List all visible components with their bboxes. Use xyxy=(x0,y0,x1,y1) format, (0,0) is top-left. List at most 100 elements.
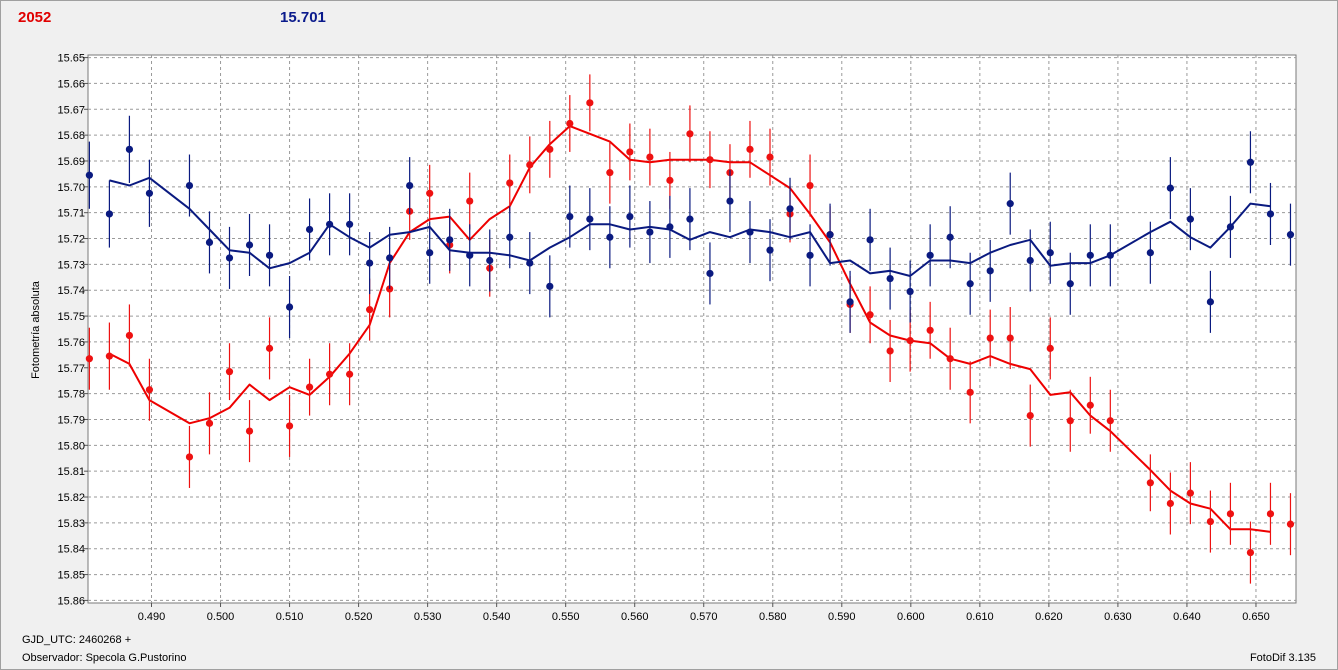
red-data-point xyxy=(426,189,434,197)
blue-data-point xyxy=(786,205,794,213)
red-data-point xyxy=(706,156,714,164)
blue-data-point xyxy=(766,246,774,254)
magnitude-label: 15.701 xyxy=(280,9,326,26)
red-data-point xyxy=(926,326,934,334)
blue-data-point xyxy=(646,228,654,236)
red-data-point xyxy=(746,145,754,153)
blue-data-point xyxy=(225,254,234,262)
red-data-point xyxy=(1286,520,1295,528)
y-tick-label: 15.78 xyxy=(57,389,85,401)
red-data-point xyxy=(966,388,974,396)
y-tick-label: 15.71 xyxy=(57,208,85,220)
blue-data-point xyxy=(1086,251,1094,259)
blue-data-point xyxy=(966,280,974,288)
red-data-point xyxy=(265,344,274,352)
blue-data-point xyxy=(366,259,374,267)
red-data-point xyxy=(906,337,914,345)
x-tick-label: 0.560 xyxy=(621,611,649,623)
x-tick-label: 0.640 xyxy=(1173,611,1201,623)
blue-data-point xyxy=(746,228,754,236)
blue-data-point xyxy=(1246,158,1255,166)
y-tick-label: 15.68 xyxy=(57,130,85,142)
y-tick-label: 15.74 xyxy=(57,285,85,297)
blue-data-point xyxy=(1206,298,1215,306)
blue-data-point xyxy=(105,210,113,218)
blue-data-point xyxy=(446,236,454,244)
blue-data-point xyxy=(265,251,274,259)
blue-data-point xyxy=(326,220,334,228)
x-tick-label: 0.650 xyxy=(1242,611,1270,623)
red-data-point xyxy=(125,331,134,340)
y-tick-label: 15.72 xyxy=(57,234,85,246)
blue-data-point xyxy=(686,215,694,223)
red-data-point xyxy=(1026,411,1034,420)
blue-data-point xyxy=(185,181,194,190)
y-tick-label: 15.77 xyxy=(57,363,85,375)
red-data-point xyxy=(85,355,93,363)
red-data-point xyxy=(466,197,474,205)
blue-data-point xyxy=(506,233,514,241)
x-tick-label: 0.610 xyxy=(966,611,994,623)
red-data-point xyxy=(686,130,694,138)
x-tick-label: 0.570 xyxy=(690,611,718,623)
y-axis-label: Fotometría absoluta xyxy=(30,281,42,379)
blue-data-point xyxy=(826,231,834,239)
observer-label: Observador: Specola G.Pustorino xyxy=(22,652,187,664)
red-data-point xyxy=(866,311,874,319)
red-data-point xyxy=(766,153,774,161)
blue-data-point xyxy=(1106,251,1114,259)
red-data-point xyxy=(606,169,614,177)
red-data-point xyxy=(185,453,194,461)
blue-data-point xyxy=(1286,231,1295,239)
x-tick-label: 0.520 xyxy=(345,611,373,623)
y-tick-label: 15.75 xyxy=(57,311,85,323)
blue-data-point xyxy=(406,181,414,190)
red-data-point xyxy=(1006,334,1014,342)
blue-data-point xyxy=(546,282,554,290)
red-data-point xyxy=(1086,401,1094,409)
blue-data-point xyxy=(866,236,874,244)
blue-data-point xyxy=(305,225,314,234)
red-data-point xyxy=(225,368,234,376)
x-tick-label: 0.530 xyxy=(414,611,442,623)
red-data-point xyxy=(1146,479,1154,487)
blue-data-point xyxy=(245,241,254,249)
red-data-point xyxy=(986,334,994,342)
red-data-point xyxy=(145,386,154,394)
blue-data-point xyxy=(926,251,934,259)
y-tick-label: 15.84 xyxy=(57,544,85,556)
blue-data-point xyxy=(666,223,674,231)
blue-data-point xyxy=(1186,215,1194,223)
blue-data-point xyxy=(606,233,614,241)
blue-data-point xyxy=(1166,184,1174,192)
y-tick-label: 15.66 xyxy=(57,78,85,90)
blue-data-point xyxy=(426,249,434,257)
red-data-point xyxy=(326,370,334,378)
red-data-point xyxy=(305,383,314,391)
red-data-point xyxy=(1186,489,1194,497)
blue-data-point xyxy=(85,171,93,179)
red-data-point xyxy=(1066,417,1074,425)
y-tick-label: 15.67 xyxy=(57,104,85,116)
blue-data-point xyxy=(986,267,994,275)
blue-data-point xyxy=(1046,249,1054,257)
blue-data-point xyxy=(1026,256,1034,265)
blue-data-point xyxy=(1006,200,1014,208)
blue-data-point xyxy=(386,254,394,262)
blue-data-point xyxy=(626,212,634,221)
blue-data-point xyxy=(125,145,134,153)
red-data-point xyxy=(285,422,294,430)
blue-data-point xyxy=(486,256,494,265)
red-data-point xyxy=(806,181,814,190)
x-tick-label: 0.550 xyxy=(552,611,580,623)
blue-data-point xyxy=(726,197,734,205)
x-tick-label: 0.490 xyxy=(138,611,166,623)
red-data-point xyxy=(1226,510,1235,518)
x-tick-label: 0.540 xyxy=(483,611,511,623)
red-data-point xyxy=(1266,510,1275,518)
x-tick-label: 0.600 xyxy=(897,611,925,623)
blue-data-point xyxy=(946,233,954,241)
red-data-point xyxy=(1046,344,1054,352)
red-data-point xyxy=(886,347,894,355)
